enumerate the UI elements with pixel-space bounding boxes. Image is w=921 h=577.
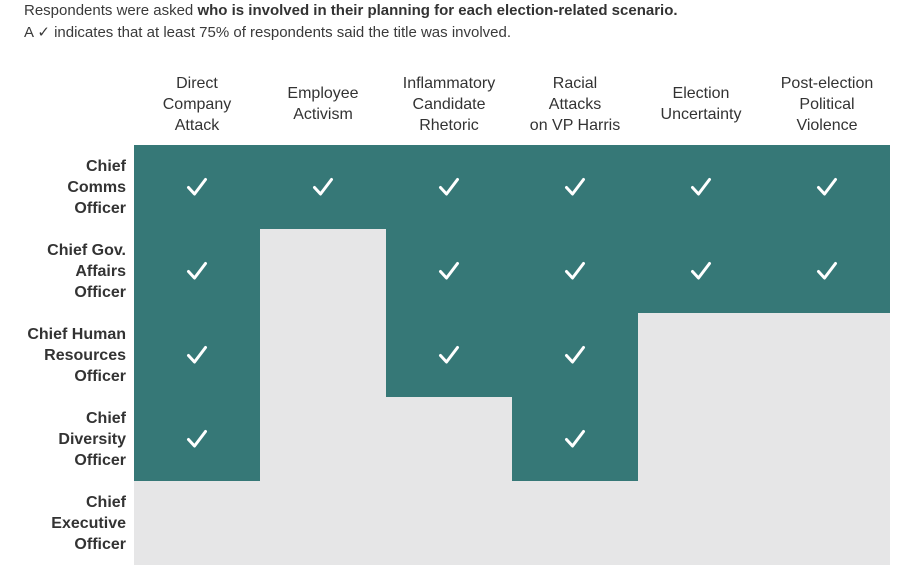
cell-chief-gov-affairs-officer-direct-company-attack <box>134 229 260 313</box>
intro-line-2: A ✓ indicates that at least 75% of respo… <box>24 24 512 41</box>
checkmark-icon <box>187 262 207 280</box>
checkmark-icon <box>439 346 459 364</box>
cell-chief-comms-officer-post-election-political-violence <box>764 145 890 229</box>
checkmark-icon <box>565 430 585 448</box>
cell-chief-comms-officer-racial-attacks-on-vp-harris <box>512 145 638 229</box>
column-header-inflammatory-candidate-rhetoric: Inflammatory Candidate Rhetoric <box>402 74 496 134</box>
cell-chief-gov-affairs-officer-election-uncertainty <box>638 229 764 313</box>
cell-chief-gov-affairs-officer-racial-attacks-on-vp-harris <box>512 229 638 313</box>
intro-line-1: Respondents were asked who is involved i… <box>24 0 914 22</box>
checkmark-icon <box>187 346 207 364</box>
cell-chief-executive-officer-racial-attacks-on-vp-harris <box>512 481 638 565</box>
row-header-chief-diversity-officer: Chief Diversity Officer <box>58 409 126 469</box>
cell-chief-comms-officer-employee-activism <box>260 145 386 229</box>
column-header-post-election-political-violence: Post-election Political Violence <box>780 74 874 134</box>
cell-chief-gov-affairs-officer-employee-activism <box>260 229 386 313</box>
cell-chief-executive-officer-employee-activism <box>260 481 386 565</box>
intro-text: Respondents were asked <box>24 2 198 19</box>
checkmark-icon <box>439 262 459 280</box>
cell-chief-human-resources-officer-post-election-political-violence <box>764 313 890 397</box>
column-header-employee-activism: Employee Activism <box>287 85 359 123</box>
row-header-chief-executive-officer: Chief Executive Officer <box>51 493 126 553</box>
cell-chief-executive-officer-election-uncertainty <box>638 481 764 565</box>
checkmark-icon <box>691 262 711 280</box>
row-header-chief-comms-officer: Chief Comms Officer <box>67 157 126 217</box>
checkmark-icon <box>187 178 207 196</box>
cell-chief-human-resources-officer-racial-attacks-on-vp-harris <box>512 313 638 397</box>
checkmark-icon <box>565 262 585 280</box>
cell-chief-human-resources-officer-direct-company-attack <box>134 313 260 397</box>
cell-chief-executive-officer-post-election-political-violence <box>764 481 890 565</box>
cell-chief-human-resources-officer-election-uncertainty <box>638 313 764 397</box>
cell-chief-diversity-officer-employee-activism <box>260 397 386 481</box>
checkmark-icon <box>817 262 837 280</box>
column-header-election-uncertainty: Election Uncertainty <box>660 85 742 123</box>
checkmark-icon <box>691 178 711 196</box>
checkmark-icon <box>187 430 207 448</box>
checkmark-icon <box>565 178 585 196</box>
cell-chief-executive-officer-direct-company-attack <box>134 481 260 565</box>
column-header-racial-attacks-on-vp-harris: Racial Attacks on VP Harris <box>529 74 621 134</box>
column-header-direct-company-attack: Direct Company Attack <box>162 74 232 134</box>
row-header-chief-gov-affairs-officer: Chief Gov. Affairs Officer <box>47 241 126 301</box>
cell-chief-executive-officer-inflammatory-candidate-rhetoric <box>386 481 512 565</box>
row-header-chief-human-resources-officer: Chief Human Resources Officer <box>27 325 126 385</box>
cell-chief-comms-officer-inflammatory-candidate-rhetoric <box>386 145 512 229</box>
cell-chief-diversity-officer-post-election-political-violence <box>764 397 890 481</box>
cell-chief-human-resources-officer-inflammatory-candidate-rhetoric <box>386 313 512 397</box>
checkmark-icon <box>565 346 585 364</box>
cell-chief-human-resources-officer-employee-activism <box>260 313 386 397</box>
cell-chief-gov-affairs-officer-inflammatory-candidate-rhetoric <box>386 229 512 313</box>
intro-question: who is involved in their planning for ea… <box>197 2 678 19</box>
intro: Respondents were asked who is involved i… <box>24 0 914 44</box>
cell-chief-comms-officer-direct-company-attack <box>134 145 260 229</box>
cell-chief-diversity-officer-election-uncertainty <box>638 397 764 481</box>
checkmark-icon <box>439 178 459 196</box>
cell-chief-diversity-officer-direct-company-attack <box>134 397 260 481</box>
cell-chief-diversity-officer-racial-attacks-on-vp-harris <box>512 397 638 481</box>
checkmark-icon <box>817 178 837 196</box>
cell-chief-diversity-officer-inflammatory-candidate-rhetoric <box>386 397 512 481</box>
checkmark-icon <box>313 178 333 196</box>
cell-chief-comms-officer-election-uncertainty <box>638 145 764 229</box>
cell-chief-gov-affairs-officer-post-election-political-violence <box>764 229 890 313</box>
